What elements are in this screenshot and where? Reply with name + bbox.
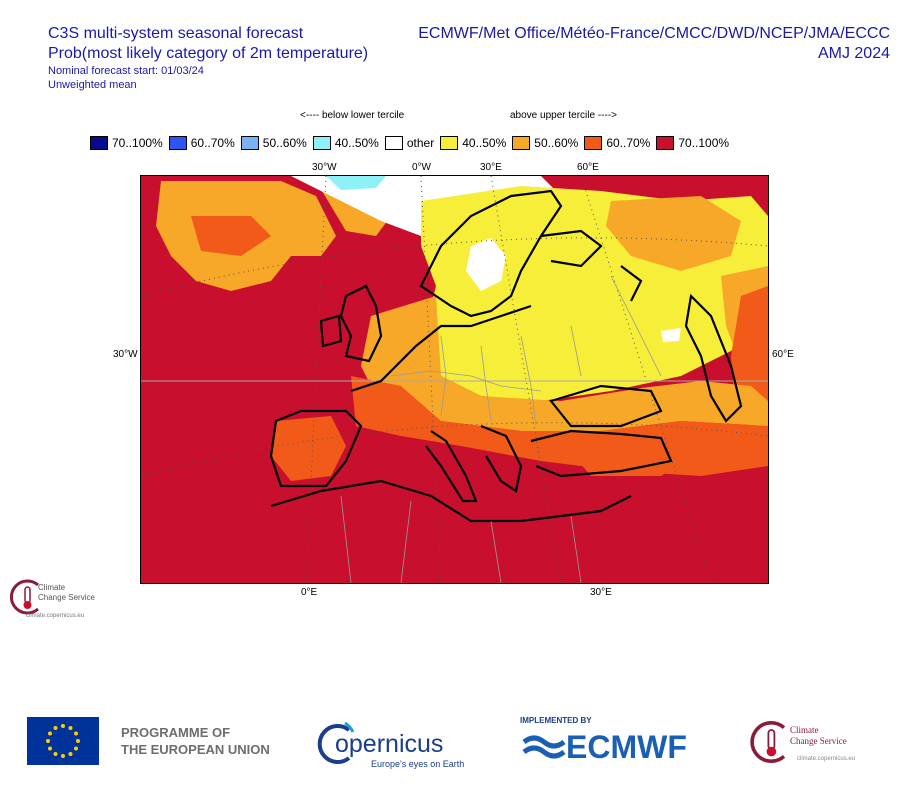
eu-star bbox=[46, 739, 50, 743]
forecast-map bbox=[140, 175, 769, 584]
legend: 70..100% 60..70% 50..60% 40..50% other 40..50… bbox=[90, 134, 735, 152]
eu-star bbox=[61, 754, 65, 758]
eu-star bbox=[48, 731, 52, 736]
top-tick-30w: 30°W bbox=[312, 162, 337, 173]
graticule bbox=[141, 176, 768, 583]
eu-flag-icon bbox=[27, 717, 99, 765]
copernicus-tagline: Europe's eyes on Earth bbox=[371, 759, 465, 769]
ne-white-patch bbox=[661, 328, 681, 342]
forecast-start: Nominal forecast start: 01/03/24 bbox=[48, 65, 204, 77]
c3s-large-text: Climate Change Service bbox=[790, 725, 847, 747]
legend-label: 50..60% bbox=[262, 136, 307, 150]
top-tick-60e: 60°E bbox=[577, 162, 599, 173]
legend-item: 60..70% bbox=[168, 136, 235, 150]
bottom-tick-0e: 0°E bbox=[301, 587, 318, 598]
c3s-small-line2: Change Service bbox=[38, 593, 95, 602]
legend-swatch bbox=[384, 136, 403, 150]
legend-label: 40..50% bbox=[462, 136, 507, 150]
central-europe-orange-band bbox=[361, 296, 768, 431]
ecmwf-wordmark: ECMWF bbox=[566, 729, 687, 765]
chart-title: C3S multi-system seasonal forecast bbox=[48, 25, 304, 42]
arctic-cyan-patch bbox=[326, 176, 386, 190]
mean-type: Unweighted mean bbox=[48, 79, 137, 91]
atlantic-red-patch bbox=[191, 216, 271, 256]
c3s-small-line1: Climate bbox=[38, 583, 66, 592]
legend-label: 70..100% bbox=[678, 136, 730, 150]
legend-swatch bbox=[240, 136, 259, 150]
eu-star bbox=[48, 746, 52, 751]
ecmwf-waves-icon bbox=[522, 735, 566, 759]
legend-item: 60..70% bbox=[584, 136, 650, 150]
left-tick-30w: 30°W bbox=[113, 349, 138, 360]
programme-line1: PROGRAMME OF bbox=[121, 725, 231, 740]
top-tick-30e: 30°E bbox=[480, 162, 502, 173]
c3s-large-line2: Change Service bbox=[790, 736, 847, 746]
copernicus-wordmark: opernicus bbox=[335, 730, 444, 758]
legend-swatch bbox=[512, 136, 531, 150]
c3s-thermometer-icon bbox=[9, 579, 39, 615]
eu-star bbox=[68, 752, 73, 756]
legend-swatch bbox=[656, 136, 675, 150]
chart-subtitle: Prob(most likely category of 2m temperat… bbox=[48, 45, 369, 62]
legend-swatch bbox=[90, 136, 108, 150]
programme-line2: THE EUROPEAN UNION bbox=[121, 742, 270, 757]
legend-label: other bbox=[406, 136, 435, 150]
legend-label: 60..70% bbox=[606, 136, 651, 150]
header-left: C3S multi-system seasonal forecast Prob(… bbox=[48, 24, 368, 92]
eu-star bbox=[74, 746, 78, 751]
country-borders bbox=[340, 275, 662, 583]
below-tercile-caption: <---- below lower tercile bbox=[300, 110, 405, 121]
c3s-thermometer-icon-large bbox=[750, 721, 786, 763]
c3s-large-line1: Climate bbox=[790, 725, 819, 735]
copernicus-logo: opernicus Europe's eyes on Earth bbox=[315, 718, 465, 778]
turkey-orange-patch bbox=[561, 431, 701, 476]
header-right: ECMWF/Met Office/Météo-France/CMCC/DWD/N… bbox=[418, 24, 890, 64]
coastlines bbox=[269, 189, 743, 523]
eu-star bbox=[76, 739, 80, 743]
scandinavia-other-patch bbox=[466, 238, 506, 291]
eu-star bbox=[53, 752, 58, 756]
legend-item: 40..50% bbox=[312, 136, 379, 150]
c3s-large-url: climate.copernicus.eu bbox=[797, 756, 856, 762]
map-svg bbox=[141, 176, 768, 583]
programme-eu-text: PROGRAMME OF THE EUROPEAN UNION bbox=[121, 724, 270, 758]
legend-item: 50..60% bbox=[512, 136, 578, 150]
eu-star bbox=[53, 726, 58, 730]
copernicus-c-icon bbox=[317, 721, 355, 764]
legend-label: 40..50% bbox=[334, 136, 379, 150]
iberia-orange-patch bbox=[271, 416, 346, 481]
legend-label: 70..100% bbox=[112, 136, 163, 150]
above-tercile-caption: above upper tercile ----> bbox=[510, 110, 617, 121]
legend-item: 50..60% bbox=[240, 136, 307, 150]
legend-item: 40..50% bbox=[440, 136, 506, 150]
bottom-tick-30e: 30°E bbox=[590, 587, 612, 598]
top-tick-0w: 0°W bbox=[412, 162, 431, 173]
legend-swatch bbox=[168, 136, 187, 150]
right-tick-60e: 60°E bbox=[772, 349, 794, 360]
legend-swatch bbox=[440, 136, 459, 150]
season-label: AMJ 2024 bbox=[817, 45, 890, 62]
eu-star bbox=[61, 724, 65, 728]
russia-orange-region bbox=[606, 196, 741, 271]
legend-label: 60..70% bbox=[190, 136, 235, 150]
footer: PROGRAMME OF THE EUROPEAN UNION opernicu… bbox=[0, 700, 900, 799]
implemented-by: IMPLEMENTED BY bbox=[520, 716, 592, 725]
legend-item: 70..100% bbox=[656, 136, 729, 150]
legend-label: 50..60% bbox=[534, 136, 579, 150]
legend-swatch bbox=[312, 136, 331, 150]
legend-swatch bbox=[584, 136, 603, 150]
eu-star bbox=[68, 726, 73, 730]
eu-star bbox=[74, 731, 78, 736]
centres-list: ECMWF/Met Office/Météo-France/CMCC/DWD/N… bbox=[418, 25, 890, 42]
legend-item: 70..100% bbox=[90, 136, 163, 150]
legend-item: other bbox=[384, 136, 435, 150]
c3s-small-url: climate.copernicus.eu bbox=[26, 613, 85, 619]
